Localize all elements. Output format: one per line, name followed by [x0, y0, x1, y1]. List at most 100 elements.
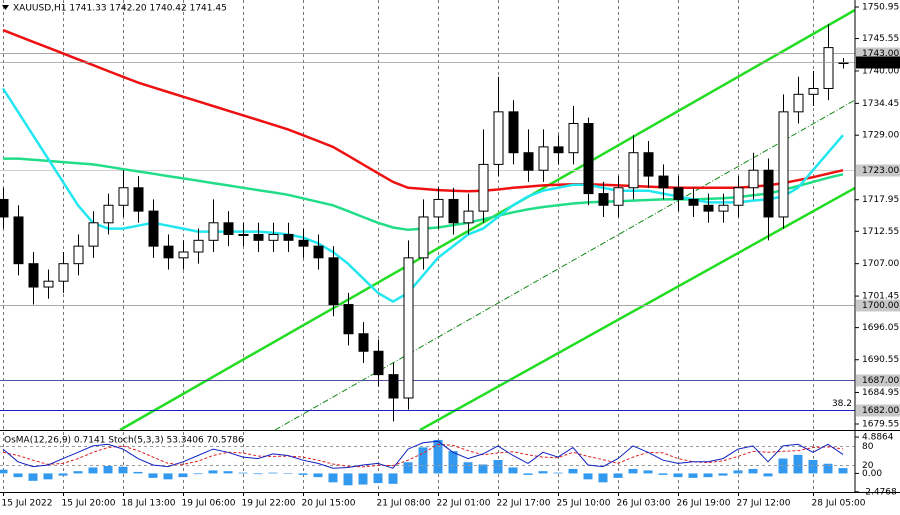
candle-body — [313, 245, 324, 259]
osma-bar — [358, 473, 368, 485]
candle-body — [28, 263, 39, 288]
candle-body — [463, 210, 474, 224]
osma-bar — [613, 473, 623, 478]
candle-body — [58, 263, 69, 282]
stoch-tick-label: 20 — [862, 461, 874, 471]
candle-body — [223, 222, 234, 235]
y-tick-label: 1701.45 — [862, 292, 899, 302]
osma-bar — [28, 473, 38, 481]
osma-bar — [313, 473, 323, 478]
candle-body — [133, 187, 144, 212]
fib-label: 38.2 — [832, 399, 852, 409]
candle-body — [718, 204, 729, 212]
indicator-title: OsMA(12,26,9) 0.7141 Stoch(5,3,3) 53.340… — [4, 436, 244, 446]
candle-body — [208, 222, 219, 241]
candle-body — [193, 239, 204, 253]
candle-body — [763, 169, 774, 218]
y-tick-label: 1679.55 — [862, 419, 899, 429]
candle-body — [103, 204, 114, 224]
level-label: 1723.00 — [862, 166, 899, 176]
x-tick-label: 18 Jul 13:00 — [122, 499, 176, 509]
candle-body — [583, 123, 594, 195]
osma-bar — [718, 473, 728, 476]
candle-body — [478, 163, 489, 212]
osma-bar — [583, 473, 593, 480]
osma-bar — [478, 464, 488, 474]
candle-body — [343, 304, 354, 335]
osma-bar — [493, 460, 503, 474]
x-tick-label: 19 Jul 22:00 — [242, 499, 296, 509]
osma-bar — [43, 473, 53, 480]
osma-bar — [748, 468, 758, 474]
x-tick-label: 19 Jul 06:00 — [182, 499, 236, 509]
candle-body — [118, 187, 129, 206]
osma-bar — [553, 472, 563, 474]
osma-bar — [643, 470, 653, 474]
osma-bar — [808, 460, 818, 474]
osma-bar — [463, 462, 473, 474]
osma-bar — [538, 471, 548, 474]
candle-body — [88, 222, 99, 247]
candle-body — [253, 233, 264, 241]
x-tick-label: 27 Jul 12:00 — [737, 499, 791, 509]
candle-body — [163, 245, 174, 259]
osma-bar — [193, 473, 203, 475]
channel-lower — [419, 186, 855, 430]
osma-bar — [13, 473, 23, 478]
osma-bar — [0, 469, 8, 474]
candle-body — [268, 233, 279, 241]
candle-body — [778, 111, 789, 218]
candle-body — [373, 350, 384, 376]
osma-bar — [658, 473, 668, 475]
osma-bar — [178, 473, 188, 478]
level-label: 1682.00 — [862, 406, 899, 416]
y-tick-label: 1696.05 — [862, 323, 899, 333]
level-box — [856, 164, 900, 177]
candle-body — [688, 198, 699, 206]
osma-bar — [598, 473, 608, 483]
osma-bar — [238, 472, 248, 474]
candle-body — [643, 152, 654, 177]
osma-bar — [298, 473, 308, 475]
current-price-label: 1741.45 — [862, 58, 899, 68]
osma-bar — [133, 471, 143, 474]
osma-bar — [763, 473, 773, 477]
candle-body — [433, 198, 444, 218]
x-tick-label: 26 Jul 03:00 — [617, 499, 671, 509]
candle-body — [298, 239, 309, 247]
osma-bar — [673, 473, 683, 478]
stoch-signal — [2, 443, 844, 468]
x-tick-label: 20 Jul 15:00 — [302, 499, 356, 509]
candle-body — [733, 187, 744, 206]
x-tick-label: 21 Jul 08:00 — [377, 499, 431, 509]
osma-bar — [628, 468, 638, 474]
candle-body — [358, 333, 369, 352]
candle-body — [13, 216, 24, 265]
osma-bar — [388, 473, 398, 484]
candle-body — [43, 280, 54, 288]
x-tick-label: 22 Jul 01:00 — [437, 499, 491, 509]
y-tick-label: 1729.00 — [862, 131, 899, 141]
y-tick-label: 1740.00 — [862, 66, 899, 76]
level-box — [856, 374, 900, 387]
indicator-area — [0, 439, 855, 486]
osma-bar — [223, 471, 233, 474]
osma-bar — [418, 447, 428, 474]
candle-body — [658, 175, 669, 189]
osma-bar — [793, 454, 803, 474]
level-box — [856, 404, 900, 417]
level-label: 1743.00 — [862, 49, 899, 59]
x-tick-label: 25 Jul 10:00 — [557, 499, 611, 509]
chart-title: XAUUSD,H1 1741.33 1742.20 1740.42 1741.4… — [13, 4, 227, 14]
osma-tick-label: -2.4768 — [862, 487, 897, 497]
candle-body — [508, 111, 519, 154]
y-tick-label: 1712.55 — [862, 227, 899, 237]
candle-body — [808, 87, 819, 95]
osma-bar — [253, 473, 263, 475]
level-label: 1700.00 — [862, 301, 899, 311]
osma-bar — [823, 463, 833, 474]
osma-bar — [688, 473, 698, 478]
osma-bar — [343, 473, 353, 486]
